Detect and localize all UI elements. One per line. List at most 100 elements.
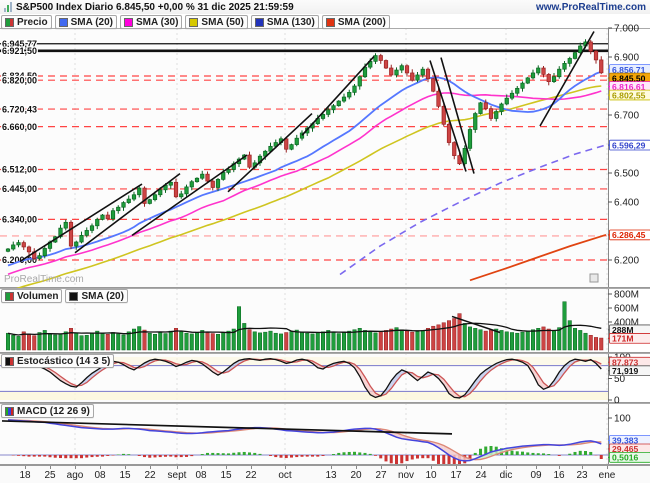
macd-legend: MACD (12 26 9) — [1, 404, 94, 418]
stochastic-legend-chip[interactable]: Estocástico (14 3 5) — [1, 354, 115, 368]
sma130-value-badge: 6.596,29 — [608, 139, 650, 151]
price-legend-label: Precio — [17, 16, 48, 28]
price-swatch-icon — [58, 17, 68, 27]
svg-text:288M: 288M — [612, 325, 634, 335]
price-level-label: 6.200,00 — [2, 255, 37, 265]
x-tick-label: nov — [397, 470, 415, 481]
bar-chart-icon — [4, 2, 12, 12]
price-level-label: 6.820,00 — [2, 75, 37, 85]
volume-swatch-icon — [69, 291, 79, 301]
x-tick-mark — [285, 466, 286, 469]
price-legend-label: SMA (30) — [136, 16, 179, 28]
x-tick-label: 13 — [325, 470, 337, 481]
svg-text:6.286,45: 6.286,45 — [612, 230, 646, 240]
price-legend-label: SMA (130) — [266, 16, 315, 28]
trendline[interactable] — [74, 172, 181, 254]
price-swatch-icon — [124, 17, 133, 27]
price-legend-chip[interactable]: SMA (200) — [321, 15, 390, 29]
x-tick-mark — [226, 466, 227, 469]
x-tick-mark — [125, 466, 126, 469]
x-tick-label: 16 — [553, 470, 565, 481]
stochastic-swatch-icon — [5, 356, 14, 366]
price-legend-chip[interactable]: SMA (130) — [250, 15, 319, 29]
volume-trendline[interactable] — [451, 315, 501, 334]
sma30-line — [7, 90, 602, 275]
sma50-value-badge: 6.802,55 — [608, 89, 650, 101]
x-tick-label: 24 — [475, 470, 487, 481]
svg-text:87,873: 87,873 — [612, 357, 639, 367]
sma130-line — [339, 144, 607, 276]
x-tick-mark — [381, 466, 382, 469]
svg-text:0,5016: 0,5016 — [612, 453, 639, 463]
price-legend-label: SMA (20) — [70, 16, 113, 28]
y-axis-label: 6.500 — [614, 169, 639, 180]
trendline[interactable] — [440, 57, 475, 174]
sma200-value-badge: 6.286,45 — [608, 229, 650, 241]
macd-line — [7, 419, 602, 462]
x-tick-mark — [100, 466, 101, 469]
volume-swatch-icon — [5, 291, 14, 301]
svg-text:6.802,55: 6.802,55 — [612, 90, 646, 100]
y-axis-label: 600M — [614, 304, 639, 315]
x-tick-label: 20 — [350, 470, 362, 481]
svg-text:171M: 171M — [612, 334, 634, 344]
price-legend-chip[interactable]: Precio — [1, 15, 52, 29]
watermark: ProRealTime.com — [4, 274, 84, 285]
price-level-label: 6.660,00 — [2, 122, 37, 132]
price-chart-canvas[interactable]: 6.945,776.921,50 6.834,506.820,00 6.720,43… — [0, 24, 650, 293]
volume-legend-label: Volumen — [17, 290, 59, 302]
x-tick-mark — [607, 466, 608, 469]
x-tick-mark — [201, 466, 202, 469]
macd-trendline[interactable] — [1, 420, 453, 435]
x-tick-mark — [251, 466, 252, 469]
x-tick-mark — [177, 466, 178, 469]
x-tick-label: 23 — [576, 470, 588, 481]
svg-text:6.845,50: 6.845,50 — [612, 73, 646, 83]
y-axis-label: 100 — [614, 414, 631, 425]
trendline[interactable] — [301, 55, 375, 136]
price-level-label: 6.512,00 — [2, 165, 37, 175]
x-tick-mark — [150, 466, 151, 469]
trendline[interactable] — [429, 60, 467, 172]
volume-legend-chip[interactable]: Volumen — [1, 289, 63, 303]
price-level-label: 6.921,50 — [2, 46, 37, 56]
x-tick-label: ene — [598, 470, 616, 481]
time-axis[interactable]: 18 25 ago 08 15 22 sept 08 15 22 oct 13 20 27 nov 10 17 2… — [0, 465, 650, 483]
y-axis-label: 6.400 — [614, 198, 639, 209]
macd-legend-chip[interactable]: MACD (12 26 9) — [1, 404, 94, 418]
candlesticks — [5, 39, 604, 261]
price-swatch-icon — [254, 17, 264, 27]
svg-text:6.596,29: 6.596,29 — [612, 140, 646, 150]
stochastic-legend: Estocástico (14 3 5) — [1, 354, 115, 368]
x-tick-label: 09 — [530, 470, 542, 481]
svg-text:6.856,71: 6.856,71 — [612, 65, 646, 75]
trendline[interactable] — [131, 154, 248, 237]
x-tick-label: 27 — [375, 470, 387, 481]
x-tick-mark — [331, 466, 332, 469]
x-tick-mark — [356, 466, 357, 469]
x-tick-label: dic — [499, 470, 513, 481]
volume-legend-chip[interactable]: SMA (20) — [65, 289, 128, 303]
x-tick-mark — [536, 466, 537, 469]
x-tick-label: 22 — [144, 470, 156, 481]
price-legend-chip[interactable]: SMA (50) — [185, 15, 248, 29]
prorealtime-link[interactable]: www.ProRealTime.com — [535, 1, 646, 13]
price-legend-chip[interactable]: SMA (30) — [120, 15, 183, 29]
trendline[interactable] — [227, 112, 313, 193]
svg-text:39,383: 39,383 — [612, 436, 639, 446]
price-legend-chip[interactable]: SMA (20) — [54, 15, 117, 29]
price-legend-label: SMA (50) — [201, 16, 244, 28]
volume-legend-label: SMA (20) — [81, 290, 124, 302]
y-axis-label: 7.000 — [614, 24, 639, 35]
x-tick-mark — [506, 466, 507, 469]
chart-tool-marker-icon[interactable] — [589, 273, 599, 283]
chart-title: S&P500 Index Diario 6.845,50 +0,00 % 31 … — [16, 1, 294, 13]
stochastic-legend-label: Estocástico (14 3 5) — [17, 355, 111, 367]
trendline[interactable] — [539, 31, 595, 127]
trendline[interactable] — [19, 183, 143, 263]
volume-sma-line — [7, 322, 602, 336]
y-axis-label: 400M — [614, 318, 639, 329]
